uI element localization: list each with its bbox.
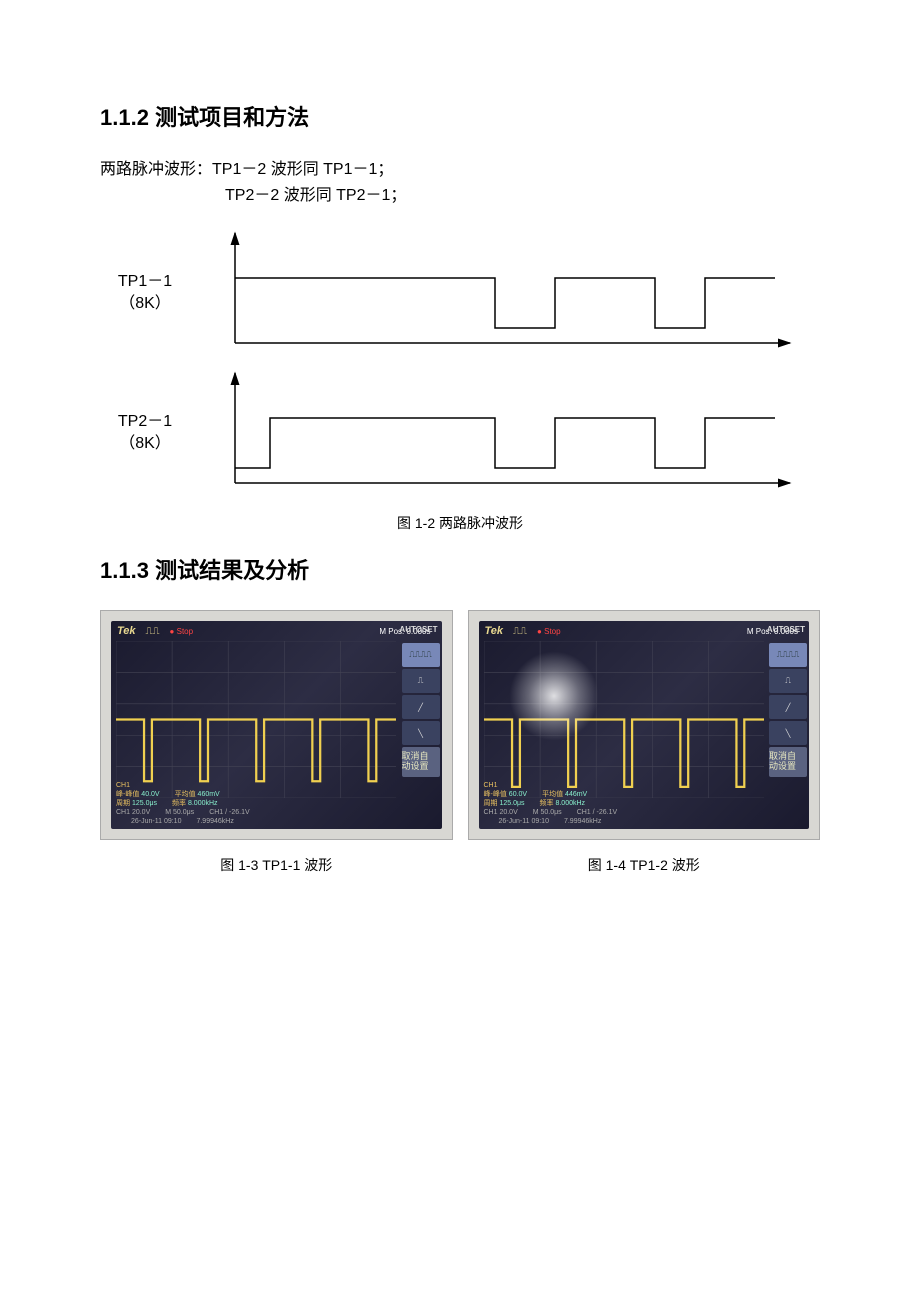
waveform-tp1-row: TP1－1 （8K） [100, 228, 820, 358]
tek-logo: Tek [117, 625, 136, 637]
body-line-2: TP2－2 波形同 TP2－1； [100, 183, 820, 209]
waveform-tp2-label: TP2－1 （8K） [100, 411, 190, 456]
section-1-1-3-heading: 1.1.3 测试结果及分析 [100, 553, 820, 585]
section-title: 测试结果及分析 [155, 558, 309, 583]
side-btn-fall-icon: ╲ [402, 721, 440, 745]
stop-indicator: ● Stop [170, 627, 194, 636]
stop-indicator: ● Stop [537, 627, 561, 636]
side-btn-single-pulse-icon: ⎍ [769, 669, 807, 693]
scope-side-buttons: ⎍⎍⎍⎍ ⎍ ╱ ╲ 取消自 动设置 [769, 643, 807, 777]
waveform-diagram-block: TP1－1 （8K） TP2－1 （8K） [100, 228, 820, 533]
waveform-tp1-svg [190, 228, 820, 358]
scope-header: Tek ⎍⎍ ● Stop M Pos: 0.000s [479, 625, 810, 637]
scope-footer-left: CH1 峰-峰值 40.0V 平均值 460mV 周期 125.0μs 频率 8… [116, 781, 397, 826]
autoset-label: AUTOSET [399, 625, 437, 634]
scope-right-container: Tek ⎍⎍ ● Stop M Pos: 0.000s AUTOSET ⎍⎍⎍⎍… [468, 610, 821, 840]
side-btn-pulse-icon: ⎍⎍⎍⎍ [769, 643, 807, 667]
scope-left-screen: Tek ⎍⎍ ● Stop M Pos: 0.000s AUTOSET ⎍⎍⎍⎍… [111, 621, 442, 829]
pulse-icon: ⎍⎍ [146, 626, 160, 637]
scope-left-caption: 图 1-3 TP1-1 波形 [100, 855, 453, 875]
side-btn-fall-icon: ╲ [769, 721, 807, 745]
scope-right-screen: Tek ⎍⎍ ● Stop M Pos: 0.000s AUTOSET ⎍⎍⎍⎍… [479, 621, 810, 829]
scope-footer-right: CH1 峰-峰值 60.0V 平均值 446mV 周期 125.0μs 频率 8… [484, 781, 765, 826]
tek-logo: Tek [485, 625, 504, 637]
scope-left: Tek ⎍⎍ ● Stop M Pos: 0.000s AUTOSET ⎍⎍⎍⎍… [100, 610, 453, 840]
side-btn-rise-icon: ╱ [769, 695, 807, 719]
scope-screenshots-row: Tek ⎍⎍ ● Stop M Pos: 0.000s AUTOSET ⎍⎍⎍⎍… [100, 610, 820, 840]
side-btn-cancel: 取消自 动设置 [402, 747, 440, 777]
pulse-icon: ⎍⎍ [513, 626, 527, 637]
section-title: 测试项目和方法 [155, 105, 309, 130]
section-number: 1.1.2 [100, 105, 149, 130]
waveform-tp2-row: TP2－1 （8K） [100, 368, 820, 498]
section-number: 1.1.3 [100, 558, 149, 583]
waveform-tp1-label: TP1－1 （8K） [100, 271, 190, 316]
waveform-tp2-svg [190, 368, 820, 498]
side-btn-cancel: 取消自 动设置 [769, 747, 807, 777]
scope-right: Tek ⎍⎍ ● Stop M Pos: 0.000s AUTOSET ⎍⎍⎍⎍… [468, 610, 821, 840]
autoset-label: AUTOSET [767, 625, 805, 634]
section-1-1-2-heading: 1.1.2 测试项目和方法 [100, 100, 820, 132]
body-line-1: 两路脉冲波形：TP1－2 波形同 TP1－1； [100, 157, 820, 183]
side-btn-pulse-icon: ⎍⎍⎍⎍ [402, 643, 440, 667]
waveform-caption: 图 1-2 两路脉冲波形 [100, 513, 820, 533]
scope-left-container: Tek ⎍⎍ ● Stop M Pos: 0.000s AUTOSET ⎍⎍⎍⎍… [100, 610, 453, 840]
side-btn-single-pulse-icon: ⎍ [402, 669, 440, 693]
scope-captions-row: 图 1-3 TP1-1 波形 图 1-4 TP1-2 波形 [100, 855, 820, 875]
scope-right-caption: 图 1-4 TP1-2 波形 [468, 855, 821, 875]
scope-trace-left [116, 641, 396, 798]
scope-trace-right [484, 641, 764, 798]
side-btn-rise-icon: ╱ [402, 695, 440, 719]
scope-side-buttons: ⎍⎍⎍⎍ ⎍ ╱ ╲ 取消自 动设置 [402, 643, 440, 777]
scope-header: Tek ⎍⎍ ● Stop M Pos: 0.000s [111, 625, 442, 637]
